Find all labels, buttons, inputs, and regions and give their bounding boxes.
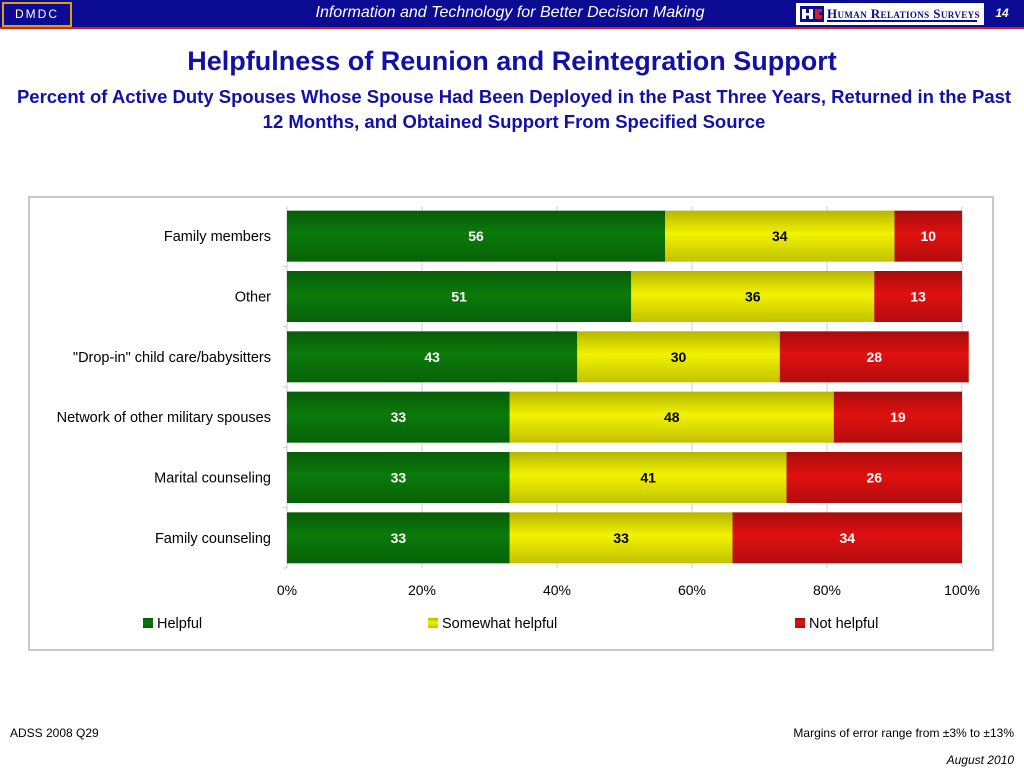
bar-not-helpful: [732, 512, 962, 564]
bar-value-label: 28: [866, 349, 882, 365]
bar-helpful: [287, 271, 632, 322]
bar-value-label: 13: [910, 289, 926, 305]
bar-somewhat-helpful: [577, 331, 780, 383]
bar-somewhat-helpful: [509, 452, 787, 503]
bar-value-label: 41: [640, 470, 656, 486]
bar-value-label: 34: [839, 530, 855, 546]
legend-swatch-helpful: [143, 618, 153, 628]
legend-swatch-not-helpful: [795, 618, 805, 628]
category-label: Marital counseling: [154, 471, 271, 487]
chart-frame: 0% 20% 40% 60% 80% 100% Family members 56 34 10 Ot…: [28, 196, 994, 651]
x-tick-label: 80%: [813, 582, 841, 598]
bar-not-helpful: [894, 210, 962, 262]
footer-margin-note: Margins of error range from ±3% to ±13%: [793, 726, 1014, 740]
bar-helpful: [287, 210, 665, 262]
legend-label-somewhat-helpful: Somewhat helpful: [442, 616, 557, 632]
bar-not-helpful: [833, 391, 962, 443]
bar-not-helpful: [779, 331, 969, 383]
slide-title: Helpfulness of Reunion and Reintegration…: [187, 46, 837, 76]
legend-swatch-somewhat-helpful: [428, 618, 438, 628]
bar-value-label: 33: [391, 409, 407, 425]
header-divider: [0, 27, 1024, 29]
x-tick-label: 40%: [543, 582, 571, 598]
bar-value-label: 48: [664, 409, 680, 425]
x-tick-label: 100%: [944, 582, 980, 598]
bar-value-label: 30: [671, 349, 687, 365]
bar-helpful: [287, 452, 510, 503]
bar-value-label: 56: [468, 228, 484, 244]
bar-somewhat-helpful: [509, 391, 834, 443]
legend-label-helpful: Helpful: [157, 616, 202, 632]
bar-value-label: 34: [772, 228, 788, 244]
bar-value-label: 51: [451, 289, 467, 305]
x-tick-label: 20%: [408, 582, 436, 598]
bar-helpful: [287, 331, 578, 383]
category-label: "Drop-in" child care/babysitters: [73, 350, 271, 366]
footer-date: August 2010: [946, 753, 1014, 767]
bar-value-label: 43: [424, 349, 440, 365]
bar-value-label: 19: [890, 409, 906, 425]
category-label: Network of other military spouses: [57, 410, 271, 426]
bar-not-helpful: [786, 452, 962, 503]
bar-somewhat-helpful: [665, 210, 895, 262]
bar-value-label: 33: [391, 470, 407, 486]
hrs-emblem-icon: [800, 6, 824, 22]
legend-label-not-helpful: Not helpful: [809, 616, 878, 632]
footer-source: ADSS 2008 Q29: [10, 726, 99, 740]
slide-subtitle: Percent of Active Duty Spouses Whose Spo…: [16, 86, 1012, 132]
bar-value-label: 33: [613, 530, 629, 546]
bar-value-label: 33: [391, 530, 407, 546]
bar-helpful: [287, 512, 510, 564]
dmdc-logo: DMDC: [2, 2, 72, 27]
bar-value-label: 36: [745, 289, 761, 305]
page-number: 14: [995, 6, 1009, 20]
x-tick-label: 60%: [678, 582, 706, 598]
bar-somewhat-helpful: [509, 512, 733, 564]
x-tick-label: 0%: [277, 582, 297, 598]
stacked-bar-chart: 0% 20% 40% 60% 80% 100% Family members 56 34 10 Ot…: [57, 206, 980, 632]
bar-value-label: 26: [866, 470, 882, 486]
hrs-logo-underline: [827, 20, 977, 22]
header-title: Information and Technology for Better De…: [315, 4, 705, 21]
bar-helpful: [287, 391, 510, 443]
category-label: Family counseling: [155, 531, 271, 547]
category-label: Other: [235, 290, 271, 306]
human-relations-surveys-logo: Human Relations Surveys: [796, 3, 984, 25]
bar-somewhat-helpful: [631, 271, 875, 322]
category-label: Family members: [164, 229, 271, 245]
hrs-logo-text: Human Relations Surveys: [827, 6, 980, 21]
bar-not-helpful: [874, 271, 962, 322]
bar-value-label: 10: [920, 228, 936, 244]
